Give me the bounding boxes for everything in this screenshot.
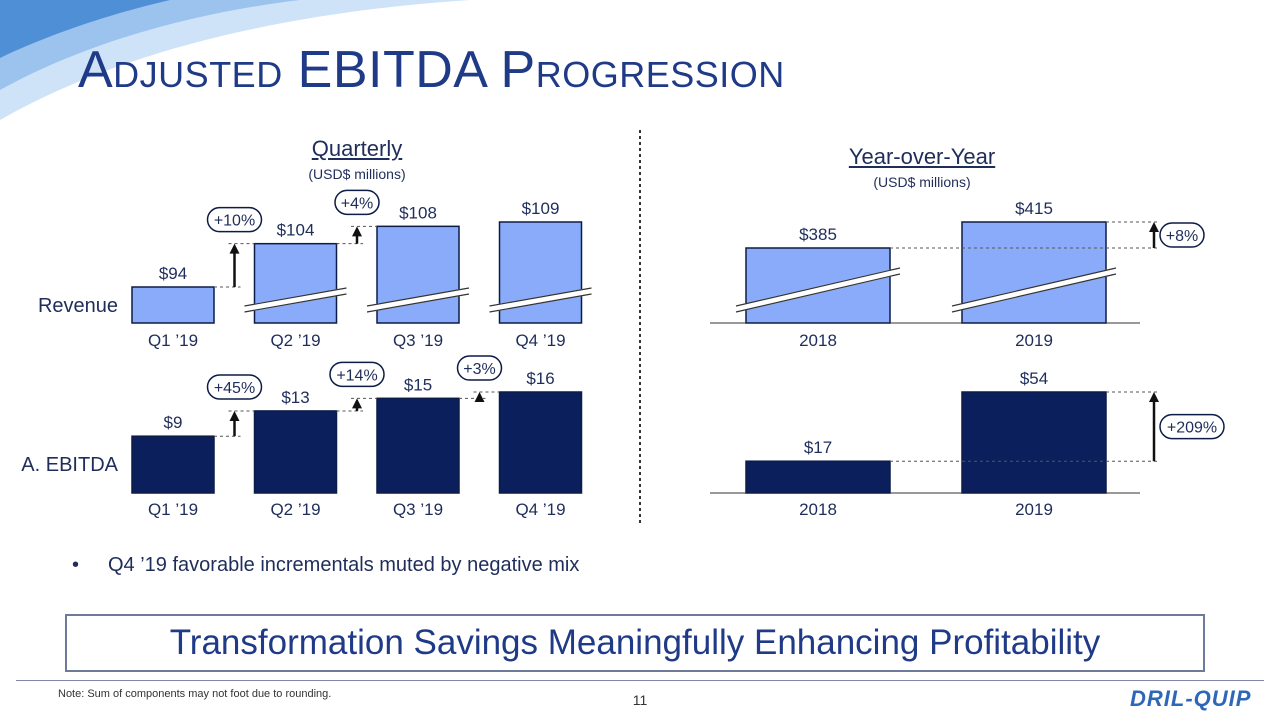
axis-break xyxy=(488,287,593,313)
bar xyxy=(745,247,891,324)
bullet-item: • Q4 ’19 favorable incrementals muted by … xyxy=(72,554,580,576)
bullet-list: • Q4 ’19 favorable incrementals muted by … xyxy=(72,554,579,577)
bar xyxy=(376,225,460,324)
row-label: A. EBITDA xyxy=(21,454,118,476)
axis-break-line xyxy=(366,293,470,313)
axis-break-line xyxy=(489,287,592,307)
tick-label: Q2 ’19 xyxy=(270,500,320,519)
tick-label: Q4 ’19 xyxy=(515,500,565,519)
tick-label: 2019 xyxy=(1015,500,1053,519)
change-label: +14% xyxy=(336,367,377,384)
yoy-subtitle: (USD$ millions) xyxy=(873,174,971,190)
data-label: $415 xyxy=(1015,199,1053,218)
bar xyxy=(131,286,215,324)
bar xyxy=(961,391,1107,494)
axis-break xyxy=(243,287,348,313)
slide-title: Adjusted EBITDA Progression xyxy=(78,41,785,99)
row-label: Revenue xyxy=(38,295,118,317)
change-pill xyxy=(1159,413,1225,440)
tick-label: Q2 ’19 xyxy=(270,331,320,350)
change-arrowhead xyxy=(229,243,240,254)
quarterly-subtitle: (USD$ millions) xyxy=(308,166,406,182)
tick-label: Q3 ’19 xyxy=(393,500,443,519)
data-label: $16 xyxy=(526,369,554,388)
axis-break-line xyxy=(244,287,347,307)
axis-break-line xyxy=(489,293,592,313)
bar xyxy=(253,242,338,324)
footnote: Note: Sum of components may not foot due… xyxy=(58,688,332,700)
bar xyxy=(745,460,891,494)
change-pill xyxy=(206,206,263,233)
quarterly-title: Quarterly xyxy=(311,136,403,161)
corner-swoosh xyxy=(0,0,470,120)
data-label: $15 xyxy=(404,375,432,394)
change-label: +10% xyxy=(214,213,255,230)
axis-break-line xyxy=(735,267,901,307)
page-number: 11 xyxy=(632,692,648,708)
change-label: +45% xyxy=(214,380,255,397)
axis-break xyxy=(951,267,1117,313)
banner: Transformation Savings Meaningfully Enha… xyxy=(65,614,1205,672)
axis-break xyxy=(735,267,901,313)
change-pill xyxy=(456,355,503,381)
change-label: +3% xyxy=(463,361,495,378)
tick-label: Q3 ’19 xyxy=(393,331,443,350)
change-pill xyxy=(206,374,263,400)
data-label: $109 xyxy=(522,199,560,218)
change-arrowhead xyxy=(1149,392,1159,402)
tick-label: 2018 xyxy=(799,331,837,350)
bar xyxy=(131,435,215,494)
data-label: $94 xyxy=(159,264,187,283)
axis-break-line xyxy=(951,267,1117,307)
axis-break-line xyxy=(951,273,1117,313)
axis-break xyxy=(366,287,470,313)
charts: $94 Q1 ’19 $104 Q2 ’19 $108 Q3 ’19 $109 Q4 ’19 +… xyxy=(21,130,1225,525)
footer-divider xyxy=(16,680,1264,681)
data-label: $13 xyxy=(281,388,309,407)
change-arrowhead xyxy=(352,398,362,409)
change-pill xyxy=(1159,222,1205,248)
bar xyxy=(961,221,1107,324)
yoy-title: Year-over-Year xyxy=(848,144,996,169)
data-label: $104 xyxy=(277,221,315,240)
bar xyxy=(498,391,583,494)
change-label: +4% xyxy=(341,195,373,212)
data-label: $9 xyxy=(164,413,183,432)
bar xyxy=(253,410,338,494)
change-pill xyxy=(334,189,380,216)
tick-label: Q4 ’19 xyxy=(515,331,565,350)
change-pill xyxy=(329,361,385,388)
axis-break-line xyxy=(735,273,901,313)
tick-label: Q1 ’19 xyxy=(148,500,198,519)
change-arrowhead xyxy=(1149,222,1159,232)
tick-label: Q1 ’19 xyxy=(148,331,198,350)
data-label: $17 xyxy=(804,438,832,457)
axis-break-line xyxy=(366,287,470,307)
change-arrowhead xyxy=(229,410,240,421)
data-label: $385 xyxy=(799,225,837,244)
banner-text: Transformation Savings Meaningfully Enha… xyxy=(169,623,1101,662)
change-label: +8% xyxy=(1166,228,1198,245)
data-label: $54 xyxy=(1020,369,1048,388)
change-arrowhead xyxy=(474,392,485,402)
change-label: +209% xyxy=(1167,420,1217,437)
axis-break-line xyxy=(244,293,347,313)
data-label: $108 xyxy=(399,203,437,222)
tick-label: 2018 xyxy=(799,500,837,519)
company-logo: DRIL-QUIP xyxy=(1130,686,1252,711)
change-arrowhead xyxy=(352,226,362,237)
bullet-text: Q4 ’19 favorable incrementals muted by n… xyxy=(108,554,580,576)
bar xyxy=(376,397,460,494)
tick-label: 2019 xyxy=(1015,331,1053,350)
